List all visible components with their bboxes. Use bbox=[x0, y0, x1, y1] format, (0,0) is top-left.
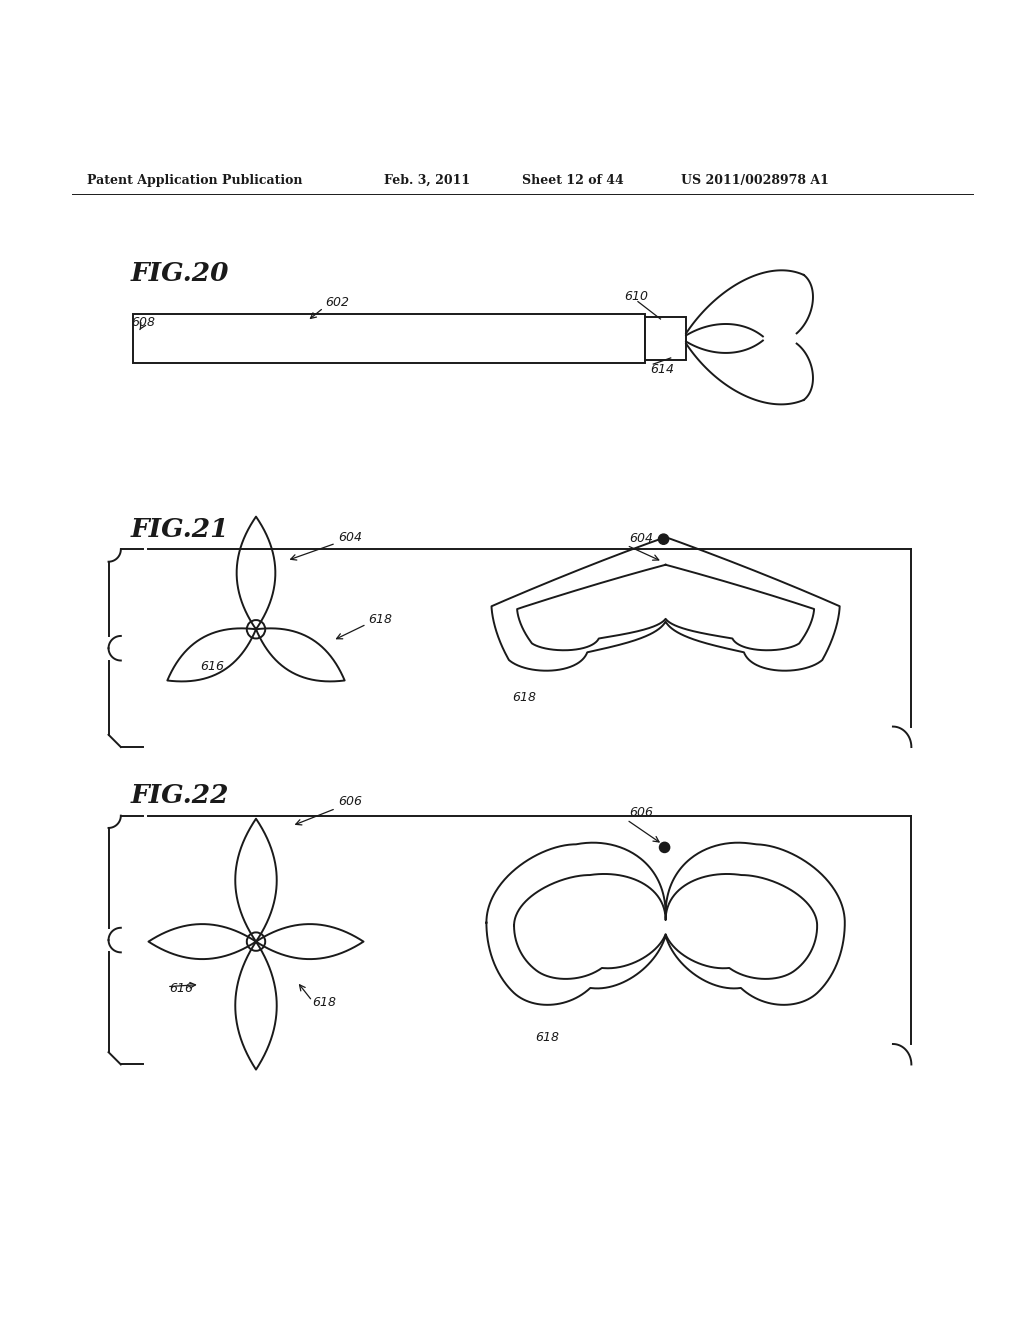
Text: 608: 608 bbox=[131, 317, 155, 329]
Text: 602: 602 bbox=[326, 296, 349, 309]
Bar bbox=[133, 314, 645, 363]
Text: Sheet 12 of 44: Sheet 12 of 44 bbox=[522, 174, 624, 187]
Text: 618: 618 bbox=[512, 690, 536, 704]
Text: 614: 614 bbox=[650, 363, 674, 376]
Text: 606: 606 bbox=[338, 796, 361, 808]
Text: 618: 618 bbox=[536, 1031, 559, 1044]
Text: FIG.22: FIG.22 bbox=[131, 783, 229, 808]
Text: FIG.21: FIG.21 bbox=[131, 517, 229, 543]
Circle shape bbox=[658, 535, 669, 544]
Text: 616: 616 bbox=[169, 982, 193, 995]
Text: 604: 604 bbox=[629, 532, 652, 545]
Text: Patent Application Publication: Patent Application Publication bbox=[87, 174, 302, 187]
Text: 616: 616 bbox=[201, 660, 224, 673]
Text: 606: 606 bbox=[629, 805, 652, 818]
Text: 618: 618 bbox=[369, 612, 392, 626]
Text: 618: 618 bbox=[312, 997, 336, 1008]
Text: US 2011/0028978 A1: US 2011/0028978 A1 bbox=[681, 174, 828, 187]
Bar bbox=[645, 317, 686, 360]
Text: 604: 604 bbox=[338, 531, 361, 544]
Text: Feb. 3, 2011: Feb. 3, 2011 bbox=[384, 174, 470, 187]
Circle shape bbox=[659, 842, 670, 853]
Text: 610: 610 bbox=[625, 289, 648, 302]
Text: FIG.20: FIG.20 bbox=[131, 261, 229, 286]
